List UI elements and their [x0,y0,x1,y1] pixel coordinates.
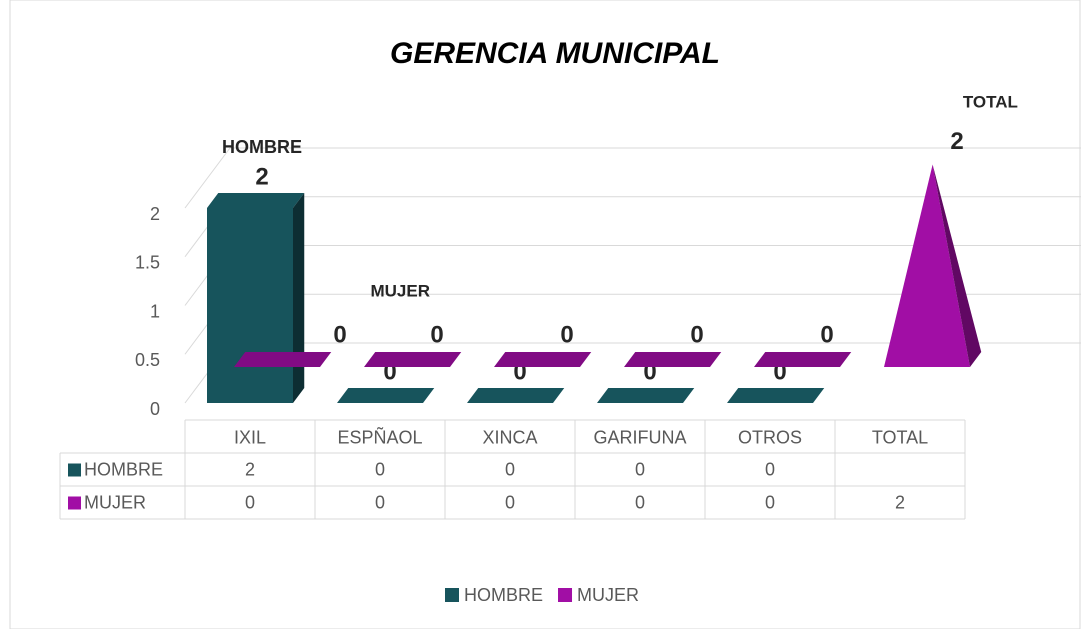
series-label: MUJER [370,281,430,300]
bar-top [727,388,824,403]
table-cell: 0 [635,459,645,479]
bar [754,352,851,367]
bar [234,352,331,367]
chart: GERENCIA MUNICIPAL 0 0.5 1 1.5 2 2 0 0 0 0 0 0 0 0 0 2 H… [0,0,1081,629]
bar [364,352,461,367]
bar-top [597,388,694,403]
table-key [68,464,81,477]
y-tick-label: 0 [150,399,160,419]
bar-face [207,208,293,403]
bar [337,388,434,403]
data-label: 0 [690,321,703,348]
chart-title: GERENCIA MUNICIPAL [390,37,720,70]
table-cell: 2 [245,459,255,479]
data-label: 2 [950,128,963,155]
table-cell: 0 [375,459,385,479]
bar [624,352,721,367]
bar [494,352,591,367]
table-row-label: MUJER [84,492,146,512]
data-label: 2 [255,163,268,190]
data-label: 0 [560,321,573,348]
bar-top [207,193,304,208]
bar [597,388,694,403]
bar-top [467,388,564,403]
table-row-label: HOMBRE [84,459,163,479]
legend-key[interactable] [558,588,572,602]
bar-top [337,388,434,403]
table-cell: 0 [765,492,775,512]
data-label: 0 [333,321,346,348]
table-cell: 0 [375,492,385,512]
table-cell: 0 [505,492,515,512]
x-tick-label: OTROS [738,427,802,447]
table-cell: 0 [635,492,645,512]
bar-top [754,352,851,367]
x-tick-label: GARIFUNA [593,427,686,447]
series-label: HOMBRE [222,137,302,157]
x-tick-label: XINCA [482,427,537,447]
x-tick-label: TOTAL [872,427,928,447]
bar-top [624,352,721,367]
y-tick-label: 2 [150,204,160,224]
bar-top [234,352,331,367]
x-tick-label: ESPÑAOL [337,426,422,447]
legend-key[interactable] [445,588,459,602]
data-label: 0 [430,321,443,348]
data-label: 0 [820,321,833,348]
bar [207,193,304,403]
category-label: TOTAL [963,92,1018,111]
y-tick-label: 0.5 [135,350,160,370]
legend-label[interactable]: MUJER [577,585,639,605]
bar [727,388,824,403]
table-key [68,497,81,510]
table-cell: 2 [895,492,905,512]
table-cell: 0 [765,459,775,479]
bar-top [494,352,591,367]
y-tick-label: 1.5 [135,253,160,273]
bar-side [293,193,304,403]
legend-label[interactable]: HOMBRE [464,585,543,605]
bar [467,388,564,403]
y-tick-label: 1 [150,301,160,321]
table-cell: 0 [245,492,255,512]
table-cell: 0 [505,459,515,479]
x-tick-label: IXIL [234,427,266,447]
bar-top [364,352,461,367]
